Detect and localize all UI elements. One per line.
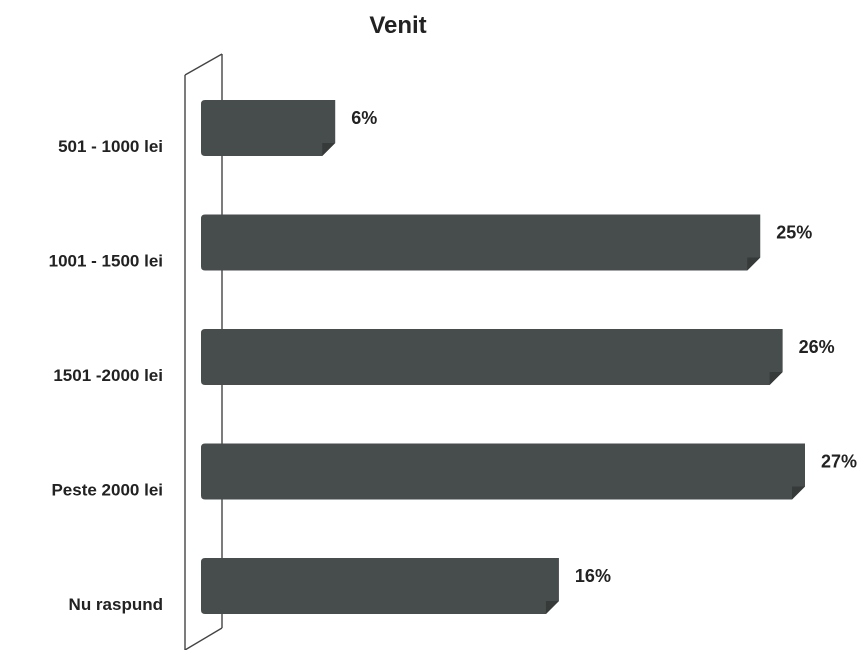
category-label: 501 - 1000 lei [58, 137, 163, 156]
data-label: 6% [351, 108, 377, 128]
bar-bevel [322, 143, 336, 156]
data-label: 27% [821, 452, 857, 472]
category-label: 1501 -2000 lei [53, 366, 163, 385]
bars-layer [201, 100, 805, 614]
bar-bevel [769, 372, 783, 385]
bar-bevel [545, 601, 559, 614]
data-label: 25% [776, 223, 812, 243]
bar [201, 214, 761, 271]
bar-bevel [747, 257, 761, 271]
chart-title: Venit [369, 12, 426, 39]
data-labels: 6% 25% 26% 27% 16% [351, 108, 857, 586]
bar [201, 100, 336, 156]
category-label: Peste 2000 lei [51, 481, 163, 500]
category-label: 1001 - 1500 lei [49, 252, 163, 271]
category-labels: 501 - 1000 lei 1001 - 1500 lei 1501 -2000 … [49, 137, 163, 614]
bar [201, 558, 559, 614]
category-label: Nu raspund [69, 595, 163, 614]
bar [201, 443, 805, 500]
data-label: 16% [575, 566, 611, 586]
bar-bevel [792, 486, 805, 500]
data-label: 26% [799, 337, 835, 357]
bar [201, 329, 783, 385]
